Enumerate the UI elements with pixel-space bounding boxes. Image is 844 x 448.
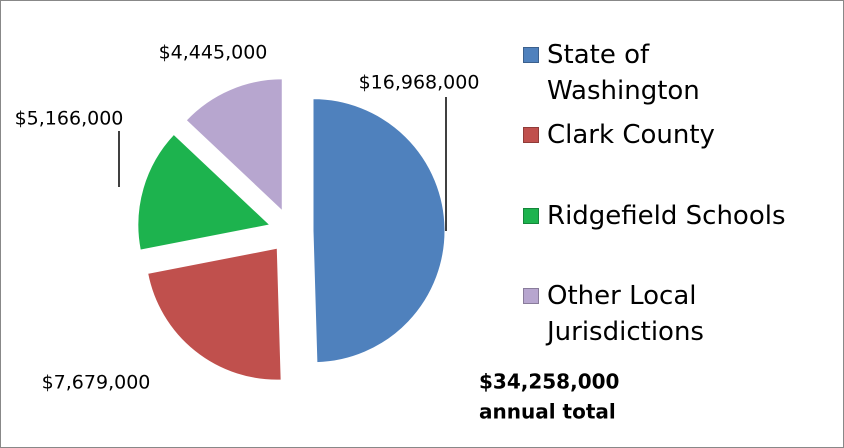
legend-label: Other Local Jurisdictions bbox=[547, 281, 704, 347]
pie-slice bbox=[312, 98, 446, 364]
data-label: $7,679,000 bbox=[42, 372, 151, 394]
legend-swatch bbox=[523, 127, 539, 143]
legend-swatch bbox=[523, 288, 539, 304]
pie-slice bbox=[137, 133, 271, 251]
data-label: $5,166,000 bbox=[15, 108, 124, 130]
legend-label: Clark County bbox=[547, 120, 715, 150]
legend-item: State of Washington bbox=[523, 37, 823, 109]
legend-item: Ridgefield Schools bbox=[523, 198, 823, 234]
legend-swatch bbox=[523, 208, 539, 224]
total-annotation: annual total bbox=[479, 400, 616, 424]
legend-item: Other Local Jurisdictions bbox=[523, 278, 823, 350]
pie-slice bbox=[185, 78, 283, 212]
legend-item: Clark County bbox=[523, 117, 823, 153]
legend-label: State of Washington bbox=[547, 40, 700, 106]
legend-swatch bbox=[523, 47, 539, 63]
data-label: $4,445,000 bbox=[159, 42, 268, 64]
pie-slice bbox=[147, 247, 282, 381]
total-annotation: $34,258,000 bbox=[479, 370, 619, 394]
legend-label: Ridgefield Schools bbox=[547, 201, 786, 231]
data-label: $16,968,000 bbox=[359, 72, 480, 94]
